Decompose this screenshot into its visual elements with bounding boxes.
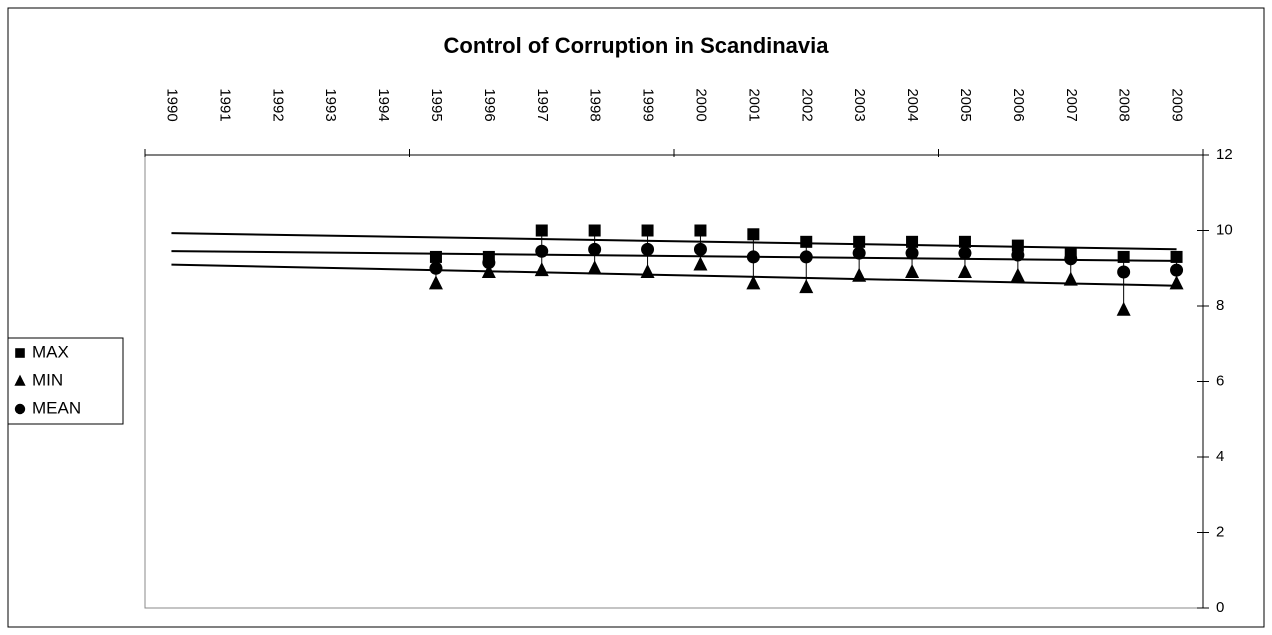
marker-triangle: [534, 262, 549, 277]
marker-circle: [905, 246, 919, 260]
marker-triangle: [481, 264, 496, 279]
marker-triangle: [640, 264, 655, 279]
marker-square: [641, 224, 654, 237]
marker-triangle: [1010, 267, 1025, 282]
trend-line: [171, 263, 1177, 287]
marker-circle: [429, 261, 443, 275]
x-tick-label: 1993: [322, 88, 339, 121]
marker-circle: [746, 250, 760, 264]
x-tick-label: 2003: [851, 88, 868, 121]
x-tick-label: 1994: [375, 88, 392, 121]
legend-label: MEAN: [32, 398, 81, 417]
marker-triangle: [1169, 275, 1184, 290]
marker-square: [1117, 250, 1130, 263]
chart-border: [7, 7, 1265, 628]
marker-square: [800, 235, 813, 248]
marker-triangle: [799, 279, 814, 294]
marker-triangle: [1116, 301, 1131, 316]
x-tick-label: 1990: [163, 88, 180, 121]
marker-square: [958, 235, 971, 248]
marker-square: [1170, 250, 1183, 263]
marker-square: [906, 235, 919, 248]
legend-box: [7, 337, 124, 425]
y-tick-label: 0: [1216, 599, 1224, 616]
x-tick-label: 2007: [1063, 88, 1080, 121]
marker-circle: [1011, 248, 1025, 262]
marker-triangle: [428, 275, 443, 290]
chart-title: Control of Corruption in Scandinavia: [444, 33, 830, 58]
x-tick-label: 2005: [957, 88, 974, 121]
x-tick-label: 1997: [534, 88, 551, 121]
marker-square: [588, 224, 601, 237]
marker-triangle: [852, 267, 867, 282]
marker-circle: [958, 246, 972, 260]
marker-circle: [1170, 263, 1184, 277]
x-tick-label: 1999: [640, 88, 657, 121]
x-tick-label: 2002: [798, 88, 815, 121]
marker-square: [535, 224, 548, 237]
marker-triangle: [905, 264, 920, 279]
marker-circle: [535, 244, 549, 258]
x-tick-label: 1992: [269, 88, 286, 121]
x-tick-label: 2009: [1169, 88, 1186, 121]
trend-line: [171, 250, 1177, 262]
y-tick-label: 8: [1216, 297, 1224, 314]
marker-square: [15, 348, 25, 358]
marker-circle: [1064, 252, 1078, 266]
marker-triangle: [693, 256, 708, 271]
x-tick-label: 2006: [1010, 88, 1027, 121]
x-tick-label: 1996: [481, 88, 498, 121]
marker-triangle: [957, 264, 972, 279]
marker-square: [747, 228, 760, 241]
marker-circle: [693, 242, 707, 256]
marker-circle: [588, 242, 602, 256]
x-tick-label: 2001: [745, 88, 762, 121]
marker-circle: [14, 403, 26, 415]
y-tick-label: 6: [1216, 372, 1224, 389]
y-tick-label: 10: [1216, 221, 1233, 238]
x-tick-label: 2008: [1116, 88, 1133, 121]
marker-square: [853, 235, 866, 248]
marker-circle: [482, 256, 496, 270]
x-tick-label: 1998: [587, 88, 604, 121]
marker-triangle: [1063, 271, 1078, 286]
marker-triangle: [587, 260, 602, 275]
x-tick-label: 2000: [692, 88, 709, 121]
marker-circle: [641, 242, 655, 256]
marker-triangle: [14, 374, 26, 386]
marker-circle: [852, 246, 866, 260]
marker-square: [694, 224, 707, 237]
legend-label: MIN: [32, 370, 63, 389]
marker-circle: [1117, 265, 1131, 279]
marker-square: [1011, 239, 1024, 252]
marker-triangle: [746, 275, 761, 290]
x-tick-label: 1995: [428, 88, 445, 121]
y-tick-label: 12: [1216, 146, 1233, 163]
legend-label: MAX: [32, 342, 69, 361]
x-tick-label: 1991: [216, 88, 233, 121]
trend-line: [171, 232, 1177, 251]
marker-circle: [799, 250, 813, 264]
marker-square: [429, 250, 442, 263]
x-tick-label: 2004: [904, 88, 921, 121]
y-tick-label: 2: [1216, 523, 1224, 540]
y-tick-label: 4: [1216, 448, 1224, 465]
